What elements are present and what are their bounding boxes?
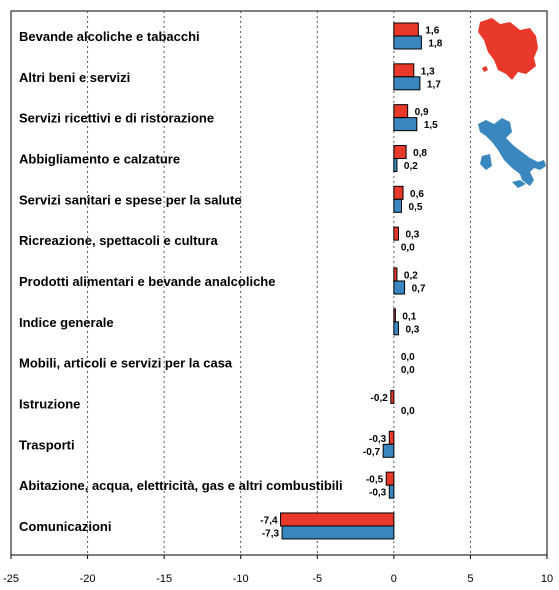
value-label: 0,0 — [401, 243, 415, 254]
value-label: 0,2 — [404, 270, 418, 281]
bar-tuscany — [388, 430, 395, 445]
x-axis-ticks: -25 -20 -15 -10 -5 0 5 10 — [3, 555, 553, 585]
value-label: 1,8 — [428, 39, 442, 50]
bar-italy — [393, 117, 418, 132]
bar-tuscany — [393, 267, 398, 282]
value-label: 0,0 — [401, 352, 415, 363]
value-label: 1,3 — [421, 66, 435, 77]
bar-italy — [393, 321, 399, 336]
value-label: 1,5 — [424, 120, 438, 131]
bar-tuscany — [393, 308, 396, 323]
category-label: Abitazione, acqua, elettricità, gas e al… — [19, 478, 343, 493]
category-label: Altri beni e servizi — [19, 70, 130, 85]
bar-tuscany — [393, 226, 399, 241]
value-label: 0,3 — [405, 324, 419, 335]
x-tick-label: -15 — [156, 573, 172, 585]
category-labels: Bevande alcoliche e tabacchi Altri beni e… — [19, 29, 343, 534]
value-label: -0,3 — [369, 434, 387, 445]
bar-tuscany — [393, 144, 407, 159]
category-label: Abbigliamento e calzature — [19, 151, 180, 166]
x-tick-label: -25 — [3, 573, 19, 585]
bar-italy — [393, 157, 398, 172]
bar-italy — [393, 280, 406, 295]
bar-italy — [393, 76, 421, 91]
category-label: Bevande alcoliche e tabacchi — [19, 29, 200, 44]
category-label: Servizi ricettivi e di ristorazione — [19, 111, 214, 126]
value-label: -7,3 — [262, 528, 280, 539]
bar-tuscany — [280, 512, 395, 527]
x-tick-label: 0 — [391, 573, 397, 585]
value-label: -0,7 — [363, 447, 381, 458]
bar-tuscany — [393, 104, 409, 119]
value-label: 0,8 — [413, 148, 427, 159]
bar-italy — [382, 443, 395, 458]
value-labels: 1,6 1,8 1,3 1,7 0,9 1,5 0,8 0,2 0,6 0,5 0,3 0,0 0,2 0… — [260, 26, 442, 540]
category-label: Comunicazioni — [19, 519, 111, 534]
grid-lines — [87, 11, 471, 555]
value-label: 0,7 — [412, 283, 426, 294]
category-label: Mobili, articoli e servizi per la casa — [19, 356, 233, 371]
x-tick-label: -10 — [233, 573, 249, 585]
bar-tuscany — [385, 471, 395, 486]
value-label: 0,1 — [402, 311, 416, 322]
category-label: Prodotti alimentari e bevande analcolich… — [19, 274, 275, 289]
category-label: Indice generale — [19, 315, 114, 330]
value-label: -7,4 — [260, 515, 278, 526]
value-label: 0,2 — [404, 161, 418, 172]
value-label: 0,6 — [410, 189, 424, 200]
bars-group — [280, 22, 422, 540]
bar-tuscany — [393, 22, 419, 37]
value-label: -0,2 — [371, 393, 389, 404]
x-tick-label: 5 — [467, 573, 473, 585]
category-label: Trasporti — [19, 437, 75, 452]
value-label: -0,3 — [369, 488, 387, 499]
value-label: 0,5 — [409, 202, 423, 213]
value-label: -0,5 — [366, 475, 384, 486]
category-label: Ricreazione, spettacoli e cultura — [19, 233, 218, 248]
bar-italy — [281, 525, 395, 540]
bar-tuscany — [393, 63, 415, 78]
x-tick-label: 10 — [541, 573, 553, 585]
value-label: 0,3 — [405, 230, 419, 241]
value-label: 0,0 — [401, 365, 415, 376]
bar-italy — [393, 35, 422, 50]
x-tick-label: -5 — [312, 573, 322, 585]
bar-tuscany — [393, 185, 404, 200]
value-label: 1,7 — [427, 79, 441, 90]
bar-italy — [388, 484, 395, 499]
value-label: 0,0 — [401, 406, 415, 417]
category-label: Istruzione — [19, 396, 80, 411]
value-label: 1,6 — [425, 26, 439, 37]
bar-tuscany — [390, 389, 395, 404]
value-label: 0,9 — [415, 107, 429, 118]
plot-frame — [10, 10, 548, 556]
tuscany-map-icon — [478, 18, 538, 80]
italy-map-icon — [478, 118, 546, 188]
x-tick-label: -20 — [80, 573, 96, 585]
category-label: Servizi sanitari e spese per la salute — [19, 192, 242, 207]
bar-italy — [393, 198, 403, 213]
